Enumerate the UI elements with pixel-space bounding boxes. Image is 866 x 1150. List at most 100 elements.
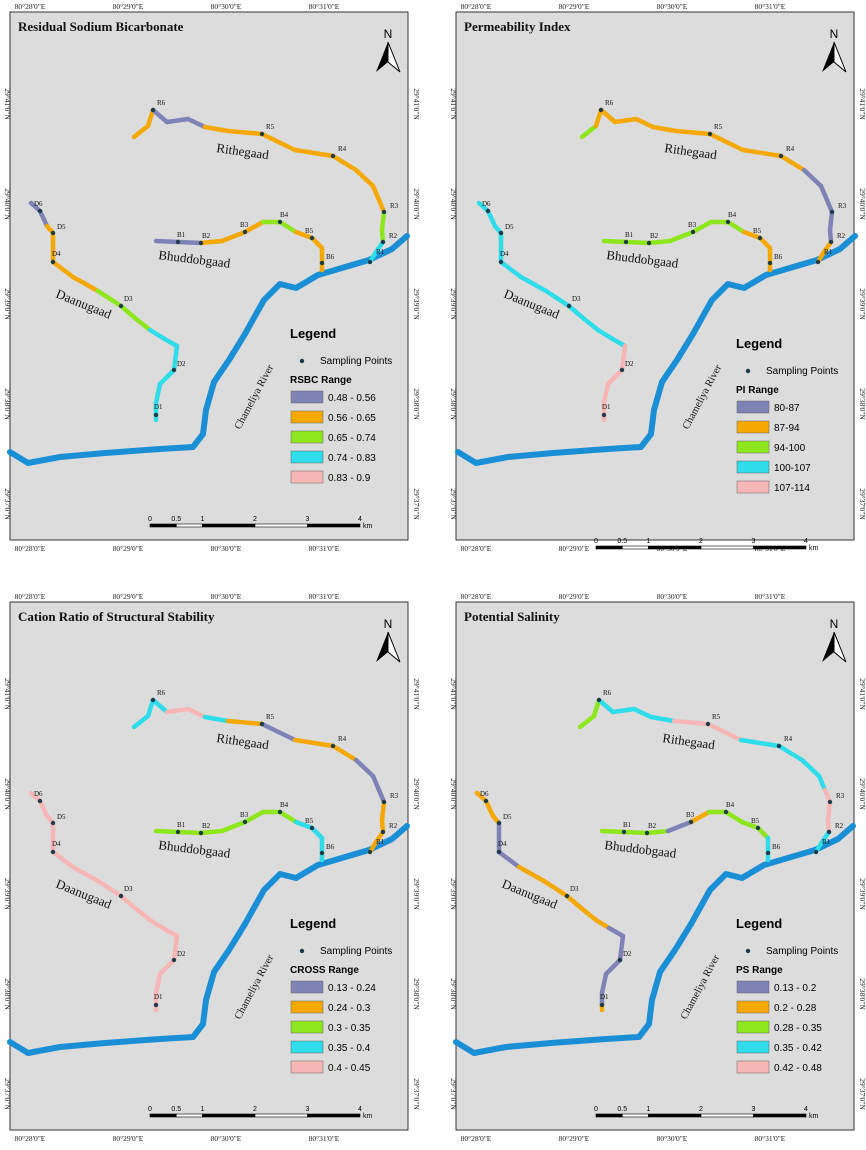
lat-label-right: 29°39'0"N — [412, 288, 421, 320]
stream-segment — [601, 381, 611, 406]
sampling-point — [755, 825, 761, 831]
stream-segment — [741, 229, 763, 241]
sampling-point — [690, 229, 696, 235]
map-panel: 80°28'0"E 80°28'0"E 80°29'0"E 80°29'0"E 80°3… — [0, 0, 421, 560]
sampling-point — [765, 850, 771, 856]
sampling-point-label: R1 — [822, 838, 831, 846]
legend-range-title: RSBC Range — [290, 375, 352, 386]
lon-label-top: 80°29'0"E — [113, 2, 144, 11]
scale-bar-tick: 2 — [253, 516, 257, 523]
scale-bar-tick: 4 — [804, 538, 808, 545]
legend-title: Legend — [736, 916, 782, 931]
sampling-point-label: B4 — [280, 211, 289, 219]
stream-segment — [516, 864, 547, 884]
stream-segment — [827, 209, 835, 233]
legend-sampling-points: Sampling Points — [766, 366, 838, 377]
sampling-point-label: R4 — [786, 145, 795, 153]
north-label: N — [384, 617, 393, 631]
lat-label-right: 29°40'0"N — [858, 188, 866, 220]
lat-label-right: 29°39'0"N — [858, 288, 866, 320]
map-title: Permeability Index — [464, 19, 571, 34]
sampling-point — [309, 235, 315, 241]
lat-label-left: 29°38'0"N — [449, 388, 458, 420]
stream-segment — [598, 107, 618, 125]
sampling-point-label: D5 — [503, 813, 512, 821]
sampling-point-label: B3 — [240, 811, 249, 819]
sampling-point — [564, 893, 570, 899]
legend-swatch — [290, 390, 324, 404]
scale-bar-segment — [753, 545, 807, 550]
sampling-point — [381, 799, 387, 805]
sampling-point-label: R1 — [376, 248, 385, 256]
lon-label-top: 80°31'0"E — [309, 2, 340, 11]
stream-segment — [242, 809, 266, 825]
legend-swatch — [290, 450, 324, 464]
scale-bar: 0 0.5 1 2 3 4km — [594, 1106, 818, 1120]
sampling-point-label: R5 — [714, 123, 723, 131]
stream-segment — [725, 219, 747, 235]
legend-class-label: 0.35 - 0.4 — [328, 1043, 371, 1054]
lon-label-top: 80°28'0"E — [15, 2, 46, 11]
legend-sampling-points: Sampling Points — [766, 946, 838, 957]
stream-segment — [70, 864, 101, 884]
sampling-point-label: B6 — [774, 253, 783, 261]
sampling-point — [485, 208, 491, 214]
stream-segment — [292, 147, 336, 159]
legend-class-label: 0.42 - 0.48 — [774, 1063, 822, 1074]
stream-segment — [153, 828, 181, 835]
lat-label-right: 29°39'0"N — [858, 878, 866, 910]
stream-segment — [153, 381, 163, 406]
sampling-point-label: R2 — [837, 232, 846, 240]
lat-label-left: 29°40'0"N — [3, 188, 12, 220]
stream-segment — [644, 828, 671, 836]
stream-segment — [37, 798, 50, 819]
stream-segment — [740, 147, 784, 159]
lat-label-left: 29°39'0"N — [3, 878, 12, 910]
sampling-point — [330, 153, 336, 159]
north-arrow-left-half — [376, 42, 388, 72]
north-label: N — [830, 27, 839, 41]
sampling-point — [827, 799, 833, 805]
stream-segment — [379, 799, 387, 823]
lat-label-left: 29°41'0"N — [449, 678, 458, 710]
map-panel: 80°28'0"E 80°28'0"E 80°29'0"E 80°29'0"E 80°3… — [446, 0, 866, 560]
stream-segment — [596, 697, 616, 715]
stream-segment — [171, 933, 180, 963]
map-frame — [9, 11, 409, 541]
lat-label-left: 29°39'0"N — [449, 288, 458, 320]
sampling-point-label: D3 — [124, 295, 133, 303]
legend-class-label: 107-114 — [774, 483, 810, 494]
legend-class-label: 100-107 — [774, 463, 811, 474]
lon-label-bottom: 80°28'0"E — [15, 544, 46, 553]
sampling-point-symbol — [745, 368, 751, 374]
lat-label-right: 29°38'0"N — [858, 978, 866, 1010]
legend: Legend Sampling Points RSBC Range 0.48 - 0.… — [290, 326, 392, 484]
sampling-point-symbol — [299, 358, 305, 364]
legend-swatch — [736, 460, 770, 474]
stream-segment — [330, 153, 359, 173]
scale-bar-tick: 3 — [752, 1106, 756, 1113]
scale-bar-tick: 2 — [699, 1106, 703, 1113]
sampling-point-label: D2 — [177, 950, 186, 958]
legend-class-label: 0.35 - 0.42 — [774, 1043, 822, 1054]
sampling-point — [380, 829, 386, 835]
scale-bar-tick: 1 — [647, 1106, 651, 1113]
lat-label-left: 29°37'0"N — [449, 1078, 458, 1110]
sampling-point-label: D2 — [177, 360, 186, 368]
sampling-point — [725, 219, 731, 225]
legend-class-label: 0.2 - 0.28 — [774, 1003, 817, 1014]
stream-segment — [599, 828, 627, 835]
map-title: Potential Salinity — [464, 609, 560, 624]
stream-segment — [198, 828, 225, 836]
sampling-point — [150, 107, 156, 113]
scale-bar-segment — [254, 523, 308, 528]
scale-bar-unit: km — [363, 523, 373, 530]
stream-segment — [219, 819, 248, 834]
stream-segment — [619, 343, 628, 373]
sampling-point — [707, 131, 713, 137]
sampling-point-label: D6 — [34, 200, 43, 208]
lat-label-left: 29°37'0"N — [449, 488, 458, 520]
lon-label-bottom: 80°28'0"E — [15, 1134, 46, 1143]
stream-segment — [185, 706, 208, 720]
sampling-point — [828, 239, 834, 245]
